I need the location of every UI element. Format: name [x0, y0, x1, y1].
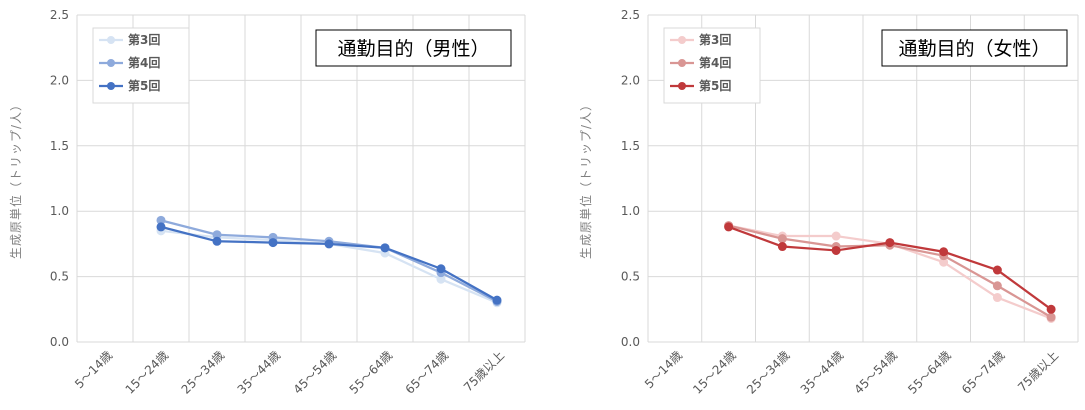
data-point: [212, 236, 222, 246]
x-tick-label: 35～44歳: [235, 348, 283, 396]
legend-label: 第5回: [128, 78, 160, 93]
data-point: [992, 281, 1002, 291]
y-tick-label: 0.5: [621, 270, 640, 284]
legend-marker: [678, 82, 686, 90]
x-tick-label: 75歳以上: [461, 348, 507, 394]
y-tick-label: 0.0: [50, 335, 69, 349]
legend-marker: [107, 59, 115, 67]
data-point: [831, 245, 841, 255]
data-point: [1046, 312, 1056, 322]
data-point: [777, 242, 787, 252]
legend-label: 第4回: [699, 55, 731, 70]
y-tick-label: 1.0: [50, 204, 69, 218]
title-box: [881, 29, 1068, 67]
data-point: [939, 247, 949, 257]
y-tick-label: 0.0: [621, 335, 640, 349]
y-tick-label: 2.0: [621, 73, 640, 87]
x-tick-label: 55～64歳: [347, 348, 395, 396]
legend-marker: [678, 59, 686, 67]
chart-female: 0.0 0.5 1.0 1.5 2.0 2.5 5～14歳 15～24歳 25～34歳 35～44…: [578, 8, 1079, 397]
x-tick-label: 45～54歳: [291, 348, 339, 396]
data-point: [324, 239, 334, 249]
y-axis-label: 生成原単位（トリップ/人）: [8, 98, 23, 259]
y-tick-label: 1.0: [621, 204, 640, 218]
data-point: [777, 234, 787, 244]
x-tick-label: 65～74歳: [959, 348, 1007, 396]
data-point: [992, 265, 1002, 275]
chart-title: 通勤目的（女性）: [898, 38, 1050, 60]
data-point: [724, 222, 734, 232]
series-line-4: [160, 219, 498, 303]
data-point: [436, 264, 446, 274]
x-tick-label: 65～74歳: [403, 348, 451, 396]
data-point: [380, 243, 390, 253]
chart-title: 通勤目的（男性）: [337, 38, 489, 60]
y-tick-label: 2.5: [621, 8, 640, 22]
data-point: [1046, 304, 1056, 314]
legend-marker: [107, 82, 115, 90]
legend-label: 第4回: [128, 55, 160, 70]
title-box: [315, 29, 512, 67]
x-tick-label: 55～64歳: [905, 348, 953, 396]
x-tick-label: 25～34歳: [744, 348, 792, 396]
legend-marker: [107, 36, 115, 44]
legend-label: 第3回: [699, 32, 731, 47]
legend-marker: [678, 36, 686, 44]
chart-male: 0.0 0.5 1.0 1.5 2.0 2.5 5～14歳 15～24歳 25～34歳 35～44…: [8, 8, 526, 397]
data-point: [156, 222, 166, 232]
x-tick-label: 35～44歳: [798, 348, 846, 396]
y-axis-label: 生成原単位（トリップ/人）: [578, 98, 593, 259]
x-tick-label: 45～54歳: [852, 348, 900, 396]
data-point: [831, 231, 841, 241]
y-tick-label: 0.5: [50, 270, 69, 284]
x-tick-label: 75歳以上: [1015, 348, 1061, 394]
x-tick-label: 5～14歳: [642, 348, 685, 391]
y-tick-label: 2.0: [50, 73, 69, 87]
x-tick-label: 25～34歳: [179, 348, 227, 396]
x-tick-label: 5～14歳: [72, 348, 115, 391]
y-tick-label: 1.5: [621, 139, 640, 153]
legend-label: 第3回: [128, 32, 160, 47]
x-tick-label: 15～24歳: [690, 348, 738, 396]
data-point: [268, 238, 278, 248]
legend-label: 第5回: [699, 78, 731, 93]
y-tick-label: 2.5: [50, 8, 69, 22]
y-tick-label: 1.5: [50, 139, 69, 153]
data-point: [885, 238, 895, 248]
data-point: [992, 293, 1002, 303]
x-tick-label: 15～24歳: [123, 348, 171, 396]
data-point: [492, 295, 502, 305]
